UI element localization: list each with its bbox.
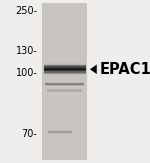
Polygon shape xyxy=(90,65,97,74)
Bar xyxy=(44,67,86,68)
Bar xyxy=(45,82,84,83)
Bar xyxy=(44,64,86,65)
Bar xyxy=(44,69,86,70)
Bar xyxy=(44,66,86,67)
Bar xyxy=(45,84,84,85)
Text: EPAC1: EPAC1 xyxy=(100,62,150,77)
Bar xyxy=(44,63,86,64)
Bar xyxy=(44,68,86,69)
Bar xyxy=(44,68,86,69)
Bar xyxy=(44,66,86,67)
Bar xyxy=(44,69,86,70)
Text: 130-: 130- xyxy=(16,46,38,56)
Bar xyxy=(42,3,87,160)
Text: 100-: 100- xyxy=(16,67,38,78)
Text: 70-: 70- xyxy=(22,129,38,140)
Bar xyxy=(44,74,86,75)
Bar xyxy=(44,73,86,74)
Bar xyxy=(44,73,86,74)
Text: 250-: 250- xyxy=(15,6,38,16)
Bar xyxy=(44,70,86,71)
Bar xyxy=(44,65,86,66)
Bar xyxy=(45,85,84,86)
Bar xyxy=(45,82,84,83)
Bar xyxy=(44,72,86,73)
Bar xyxy=(45,85,84,86)
Bar xyxy=(44,70,86,71)
Bar xyxy=(45,83,84,84)
Bar xyxy=(44,71,86,72)
